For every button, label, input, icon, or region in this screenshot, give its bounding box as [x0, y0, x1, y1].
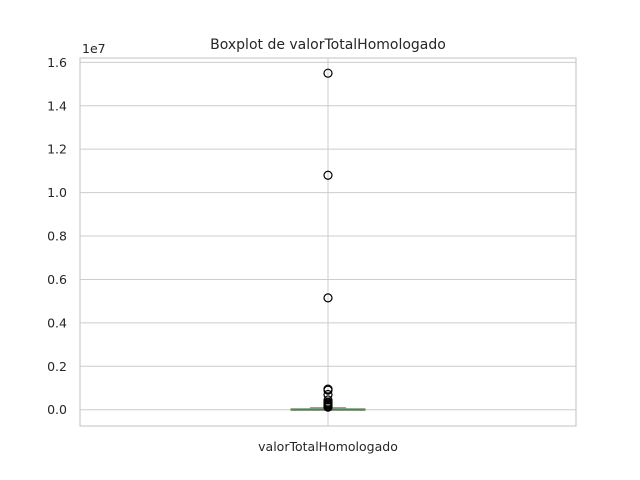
outlier-layer	[323, 68, 333, 412]
offset-label: 1e7	[82, 41, 106, 56]
outlier-point	[323, 68, 333, 78]
tick-layer: 0.0 0.2 0.4 0.6 0.8 1.0 1.2 1.4 1.6 valorTotalHom…	[47, 55, 398, 454]
y-tick-label: 0.8	[47, 229, 67, 244]
plot-frame	[79, 57, 577, 427]
y-tick-label: 0.0	[47, 402, 67, 417]
outlier-point	[323, 402, 333, 412]
y-tick-label: 0.2	[47, 359, 67, 374]
y-tick-label: 0.4	[47, 315, 67, 330]
y-tick-label: 1.2	[47, 142, 67, 157]
y-tick-label: 1.0	[47, 185, 67, 200]
grid-layer	[80, 58, 576, 426]
outlier-point	[323, 170, 333, 180]
y-tick-label: 0.6	[47, 272, 67, 287]
x-tick-label: valorTotalHomologado	[258, 439, 398, 454]
outlier-point	[323, 385, 333, 395]
y-tick-label: 1.6	[47, 55, 67, 70]
outlier-point	[323, 293, 333, 303]
y-tick-label: 1.4	[47, 98, 67, 113]
chart-title: Boxplot de valorTotalHomologado	[210, 37, 446, 53]
